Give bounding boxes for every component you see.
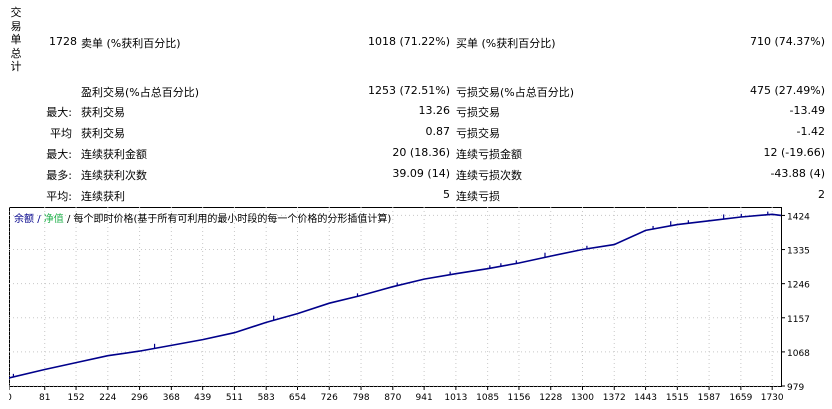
plot-frame (9, 207, 782, 387)
x-tick-label: 0 (9, 393, 12, 403)
series-line-balance (9, 213, 782, 379)
buy-value: 710 (74.37%) (749, 35, 825, 48)
profit-trades-label: 盈利交易(%占总百分比) (81, 86, 200, 99)
x-tick-label: 439 (194, 393, 211, 403)
legend-separator: / (37, 214, 41, 225)
y-tick-label: 1335 (787, 247, 810, 257)
y-tick-label: 1157 (787, 315, 810, 325)
stat-left-value: 39.09 (14) (392, 167, 450, 180)
legend-description: 每个即时价格(基于所有可利用的最小时段的每一个价格的分形插值计算) (73, 214, 392, 225)
sell-value: 1018 (71.22%) (367, 35, 450, 48)
stat-right-label: 连续亏损次数 (456, 169, 522, 182)
x-tick-label: 726 (321, 393, 338, 403)
stat-left-value: 0.87 (425, 125, 451, 138)
x-tick-label: 654 (289, 393, 306, 403)
stat-right-value: 2 (818, 188, 825, 201)
x-tick-label: 296 (131, 393, 148, 403)
section-title: 交易单总计 (10, 6, 22, 73)
x-tick-label: 224 (99, 393, 116, 403)
x-tick-label: 1372 (603, 393, 626, 403)
chart-legend: 余额 / 净值 / 每个即时价格(基于所有可利用的最小时段的每一个价格的分形插值… (14, 210, 391, 225)
x-tick-label: 1587 (698, 393, 721, 403)
x-tick-label: 941 (416, 393, 433, 403)
stat-right-value: -43.88 (4) (770, 167, 825, 180)
stat-prefix: 最大: (46, 106, 72, 119)
sell-label: 卖单 (%获利百分比) (81, 37, 181, 50)
loss-trades-value: 475 (27.49%) (749, 84, 825, 97)
x-tick-label: 1156 (508, 393, 531, 403)
chart-canvas: 0 81 152 224 296 368 439 511 583 654 726 798 870 941 1… (9, 207, 810, 403)
total-trades: 1728 (49, 35, 77, 48)
x-tick-label: 1659 (729, 393, 752, 403)
y-tick-label: 1424 (787, 212, 810, 222)
stat-right-label: 连续亏损 (456, 190, 500, 203)
x-tick-label: 152 (67, 393, 84, 403)
stat-left-label: 连续获利金额 (81, 148, 147, 161)
x-tick-label: 1515 (666, 393, 689, 403)
x-tick-label: 368 (163, 393, 180, 403)
stat-prefix: 最大: (46, 148, 72, 161)
stat-right-label: 亏损交易 (456, 127, 500, 140)
x-tick-label: 583 (258, 393, 275, 403)
stat-prefix: 平均: (46, 190, 72, 203)
stat-left-label: 获利交易 (81, 106, 125, 119)
stat-right-label: 连续亏损金额 (456, 148, 522, 161)
y-tick-label: 1246 (787, 281, 810, 291)
y-tick-label: 1068 (787, 349, 810, 359)
legend-separator: / (66, 214, 71, 225)
stat-left-value: 13.26 (418, 104, 451, 117)
stat-left-value: 20 (18.36) (392, 146, 450, 159)
stat-left-label: 获利交易 (81, 127, 125, 140)
x-tick-label: 81 (39, 393, 50, 403)
x-tick-label: 1730 (761, 393, 784, 403)
stat-right-value: -1.42 (796, 125, 825, 138)
stat-prefix: 最多: (46, 169, 72, 182)
x-tick-label: 1013 (444, 393, 467, 403)
profit-trades-value: 1253 (72.51%) (367, 84, 450, 97)
x-tick-label: 1300 (571, 393, 594, 403)
x-tick-label: 1228 (539, 393, 562, 403)
buy-label: 买单 (%获利百分比) (456, 37, 556, 50)
stat-right-value: -13.49 (789, 104, 825, 117)
balance-chart: 0 81 152 224 296 368 439 511 583 654 726 798 870 941 1… (9, 207, 832, 409)
stat-right-label: 亏损交易 (456, 106, 500, 119)
stat-prefix: 平均 (50, 127, 72, 140)
stat-right-value: 12 (-19.66) (763, 146, 825, 159)
x-tick-label: 870 (384, 393, 401, 403)
legend-balance: 余额 (14, 214, 34, 225)
x-tick-label: 1085 (476, 393, 499, 403)
stat-left-value: 5 (443, 188, 450, 201)
stat-left-label: 连续获利 (81, 190, 125, 203)
x-tick-label: 1443 (634, 393, 657, 403)
x-tick-label: 511 (226, 393, 243, 403)
legend-equity: 净值 (43, 214, 64, 225)
loss-trades-label: 亏损交易(%占总百分比) (456, 86, 575, 99)
y-tick-label: 979 (787, 383, 804, 393)
stat-left-label: 连续获利次数 (81, 169, 147, 182)
x-tick-label: 798 (352, 393, 369, 403)
